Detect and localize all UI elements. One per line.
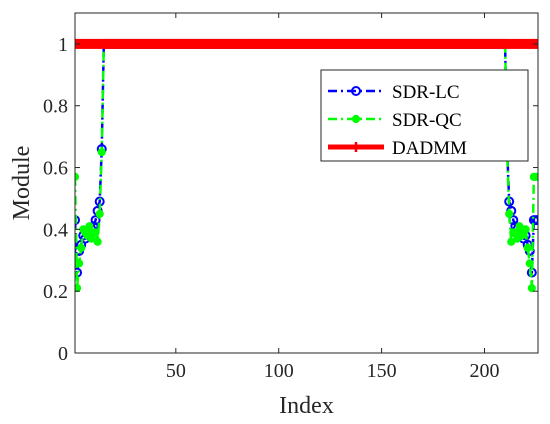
x-tick-label: 200 bbox=[469, 360, 499, 382]
y-tick-label: 0 bbox=[58, 343, 68, 365]
x-tick-label: 50 bbox=[166, 360, 186, 382]
y-tick-label: 1 bbox=[58, 34, 68, 56]
x-axis-label: Index bbox=[279, 393, 334, 419]
data-point-sdr-qc bbox=[505, 209, 514, 219]
y-tick-label: 0.8 bbox=[43, 96, 68, 118]
legend-label-sdr-qc: SDR-QC bbox=[392, 110, 462, 131]
data-point-sdr-lc bbox=[90, 215, 101, 226]
series-layer bbox=[75, 38, 538, 293]
legend-entry-dadmm: DADMM bbox=[328, 138, 467, 159]
data-point-sdr-lc bbox=[75, 215, 80, 226]
legend-entry-sdr-qc: SDR-QC bbox=[328, 110, 462, 131]
data-point-sdr-qc bbox=[77, 243, 86, 253]
series-dadmm bbox=[75, 38, 538, 49]
data-point-sdr-qc bbox=[523, 243, 532, 253]
data-point-sdr-qc bbox=[97, 147, 106, 157]
data-point-sdr-qc bbox=[91, 228, 100, 237]
plot-background bbox=[75, 13, 538, 353]
data-point-sdr-qc bbox=[75, 259, 84, 268]
legend-label-dadmm: DADMM bbox=[392, 138, 467, 159]
tick-layer: 50 100 150 200 0 0.2 0.4 0.6 0.8 1 bbox=[43, 13, 538, 382]
legend-marker-sdr-lc bbox=[351, 86, 361, 96]
x-tick-label: 150 bbox=[367, 360, 397, 382]
data-point-sdr-lc bbox=[533, 215, 538, 226]
data-point-sdr-qc bbox=[525, 259, 534, 268]
data-point-sdr-qc bbox=[93, 237, 102, 246]
legend-marker-dadmm bbox=[351, 142, 361, 152]
legend-marker-sdr-qc bbox=[351, 114, 361, 124]
data-point-sdr-qc bbox=[533, 172, 538, 181]
y-tick-label: 0.2 bbox=[43, 281, 68, 303]
y-tick-label: 0.4 bbox=[43, 219, 68, 241]
data-point-sdr-qc bbox=[95, 209, 104, 219]
legend: SDR-LC SDR-QC DADMM bbox=[320, 69, 529, 162]
legend-entry-sdr-lc: SDR-LC bbox=[328, 82, 460, 103]
x-tick-label: 100 bbox=[264, 360, 294, 382]
legend-label-sdr-lc: SDR-LC bbox=[392, 82, 460, 103]
data-point-sdr-qc bbox=[85, 222, 94, 231]
data-point-sdr-qc bbox=[527, 283, 536, 293]
plot-frame bbox=[74, 12, 539, 354]
y-axis-label: Module bbox=[9, 146, 35, 221]
data-point-sdr-qc bbox=[521, 225, 530, 234]
data-point-sdr-qc bbox=[75, 283, 82, 293]
y-tick-label: 0.6 bbox=[43, 158, 68, 180]
